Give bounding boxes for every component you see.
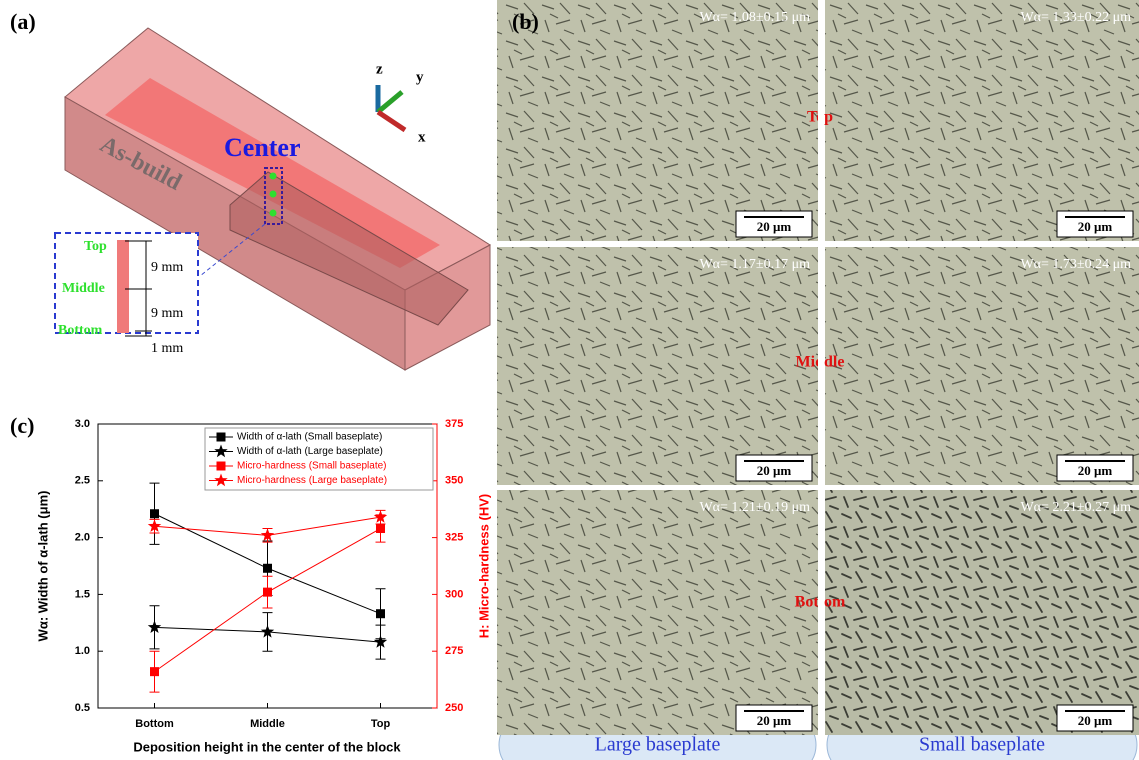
inset-point-label: Bottom [58, 323, 103, 338]
lath-width: Wα= 1.08±0.15 μm [699, 10, 810, 25]
lath-width: Wα= 2.21±0.27 μm [1020, 500, 1131, 515]
legend-label: Micro-hardness (Small baseplate) [237, 461, 387, 472]
scale-label: 20 μm [1078, 713, 1113, 728]
y2-tick-label: 250 [445, 702, 463, 714]
point [270, 191, 277, 198]
x-tick-label: Middle [250, 718, 285, 730]
axis-letter: x [418, 129, 426, 145]
marker [263, 588, 272, 597]
legend-marker [217, 433, 226, 442]
marker [150, 509, 159, 518]
micrograph [825, 247, 1139, 485]
inset-dim-label: 9 mm [151, 306, 183, 321]
column-label: Small baseplate [919, 734, 1045, 756]
marker [376, 609, 385, 618]
y2-tick-label: 350 [445, 475, 463, 487]
y-tick-label: 1.0 [75, 645, 90, 657]
y2-tick-label: 325 [445, 532, 463, 544]
point [270, 210, 277, 217]
scale-label: 20 μm [1078, 219, 1113, 234]
inset-bar [117, 240, 129, 333]
micrograph [497, 247, 818, 485]
legend-label: Width of α-lath (Small baseplate) [237, 432, 382, 443]
panel-c: (c) Deposition height in the center of t… [10, 413, 491, 754]
marker [376, 524, 385, 533]
scale-label: 20 μm [757, 219, 792, 234]
marker [263, 564, 272, 573]
legend-label: Width of α-lath (Large baseplate) [237, 446, 383, 457]
axis-letter: y [416, 69, 424, 85]
axis-letter: z [376, 61, 383, 77]
scale-label: 20 μm [757, 713, 792, 728]
micrograph [497, 490, 818, 735]
lath-width: Wα= 1.17±0.17 μm [699, 257, 810, 272]
inset-dim-label: 9 mm [151, 260, 183, 275]
y2-tick-label: 300 [445, 588, 463, 600]
y-tick-label: 1.5 [75, 588, 90, 600]
legend-marker [217, 462, 226, 471]
scale-label: 20 μm [757, 463, 792, 478]
figure: (a) As-build Center z y x Top Middle Bot… [0, 0, 1139, 760]
point [270, 173, 277, 180]
x-tick-label: Bottom [135, 718, 174, 730]
panel-a: (a) As-build Center z y x Top Middle Bot… [10, 9, 490, 370]
inset-point-label: Middle [62, 281, 105, 296]
y-tick-label: 2.5 [75, 475, 90, 487]
y-tick-label: 3.0 [75, 418, 90, 430]
y2-axis-label: H: Micro-hardness (HV) [476, 494, 491, 638]
lath-width: Wα= 1.33±0.22 μm [1020, 10, 1131, 25]
scale-label: 20 μm [1078, 463, 1113, 478]
x-tick-label: Top [371, 718, 391, 730]
inset-dim-label: 1 mm [151, 341, 183, 356]
inset-point-label: Top [84, 239, 107, 254]
panel-label: (a) [10, 9, 36, 34]
micrograph [825, 0, 1139, 241]
column-label: Large baseplate [595, 734, 721, 756]
y-tick-label: 0.5 [75, 702, 90, 714]
lath-width: Wα= 1.21±0.19 μm [699, 500, 810, 515]
micrograph [497, 0, 818, 241]
y-tick-label: 2.0 [75, 532, 90, 544]
panel-label: (c) [10, 413, 34, 438]
axis-arrow [378, 92, 402, 112]
y2-tick-label: 375 [445, 418, 463, 430]
y2-tick-label: 275 [445, 645, 463, 657]
legend-label: Micro-hardness (Large baseplate) [237, 475, 387, 486]
panel-b: Large baseplate Small baseplate Wα= 1.08±0… [497, 0, 1139, 760]
panel-label: (b) [512, 9, 539, 34]
axis-arrow [378, 112, 405, 130]
center-label: Center [224, 133, 301, 162]
micrograph [825, 490, 1139, 735]
lath-width: Wα= 1.73±0.24 μm [1020, 257, 1131, 272]
marker [150, 667, 159, 676]
y-axis-label: Wα: Width of α-lath (μm) [35, 491, 50, 642]
x-axis-label: Deposition height in the center of the b… [133, 739, 401, 754]
